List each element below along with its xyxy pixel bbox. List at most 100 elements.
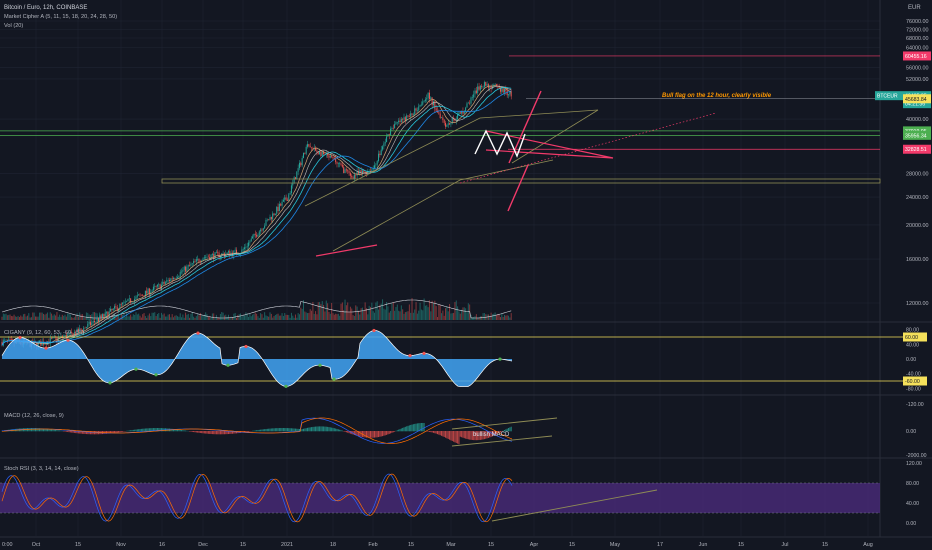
volume-bar bbox=[332, 313, 334, 320]
stoch-tick-label: 40.00 bbox=[906, 501, 919, 507]
volume-bar bbox=[14, 316, 16, 320]
volume-bar bbox=[156, 314, 158, 320]
time-tick-label: 2021 bbox=[281, 542, 293, 548]
macd-histogram-bar bbox=[118, 431, 120, 433]
macd-histogram-bar bbox=[410, 424, 412, 432]
candle-body bbox=[67, 334, 69, 339]
macd-histogram-bar bbox=[144, 428, 146, 432]
volume-bar bbox=[178, 316, 180, 320]
candle-body bbox=[406, 115, 408, 122]
macd-histogram-bar bbox=[323, 426, 325, 432]
macd-histogram-bar bbox=[469, 431, 471, 440]
candle-body bbox=[156, 284, 158, 287]
macd-histogram-bar bbox=[73, 431, 75, 433]
volume-bar bbox=[231, 317, 233, 320]
candle-body bbox=[504, 88, 505, 93]
candle-body bbox=[414, 108, 416, 115]
candle-body bbox=[127, 298, 129, 302]
volume-bar bbox=[170, 317, 172, 320]
time-axis[interactable]: 0:00 Oct 15 Nov 16 Dec 15 2021 18 Feb 15 Mar 15 Apr 15… bbox=[2, 542, 873, 548]
time-tick-label: Mar bbox=[446, 542, 455, 548]
candle-body bbox=[119, 303, 121, 309]
macd-histogram-bar bbox=[76, 431, 78, 434]
volume-bar bbox=[92, 312, 94, 320]
volume-bar bbox=[43, 313, 45, 320]
time-tick-label: Apr bbox=[530, 542, 539, 548]
macd-histogram-bar bbox=[412, 424, 414, 432]
volume-bar bbox=[163, 313, 165, 320]
volume-bar bbox=[352, 315, 354, 320]
volume-bar bbox=[202, 315, 204, 320]
candle-body bbox=[194, 261, 196, 262]
macd-histogram-bar bbox=[316, 426, 318, 432]
volume-bar bbox=[116, 314, 118, 320]
macd-histogram-bar bbox=[60, 430, 62, 432]
candle-body bbox=[345, 169, 347, 171]
volume-bar bbox=[24, 313, 26, 320]
candle-body bbox=[441, 117, 443, 119]
candle-body bbox=[65, 334, 67, 339]
macd-histogram-bar bbox=[479, 431, 481, 440]
stoch-k-line bbox=[1, 473, 513, 523]
volume-bar bbox=[375, 302, 377, 320]
cipher-cross-dot bbox=[44, 346, 48, 350]
candle-body bbox=[33, 341, 35, 345]
volume-bar bbox=[190, 313, 192, 320]
volume-bar bbox=[142, 314, 144, 320]
candle-body bbox=[155, 286, 157, 287]
candle-body bbox=[410, 113, 412, 117]
volume-bar bbox=[426, 305, 428, 320]
candle-body bbox=[311, 147, 313, 149]
candle-body bbox=[41, 341, 43, 346]
price-badges: 60455.16BTCEUR46465.8504:21:3645683.8437… bbox=[875, 51, 931, 154]
macd-histogram-bar bbox=[111, 431, 113, 434]
candle-body bbox=[471, 97, 473, 98]
volume-bar bbox=[328, 311, 330, 320]
candle-body bbox=[250, 238, 252, 242]
macd-histogram-bar bbox=[473, 431, 475, 441]
volume-bar bbox=[347, 302, 349, 320]
volume-bar bbox=[206, 314, 208, 320]
candle-body bbox=[380, 149, 382, 156]
macd-histogram-bar bbox=[246, 431, 248, 432]
macd-histogram-bar bbox=[261, 429, 263, 432]
macd-histogram-bar bbox=[432, 431, 434, 433]
macd-histogram-bar bbox=[489, 431, 491, 438]
macd-histogram-bar bbox=[466, 431, 468, 439]
macd-histogram-bar bbox=[72, 431, 74, 433]
candle-body bbox=[144, 290, 146, 297]
cipher-cross-dot bbox=[408, 354, 412, 358]
candle-body bbox=[89, 321, 91, 326]
candle-body bbox=[79, 328, 81, 333]
candle-body bbox=[357, 171, 359, 174]
macd-histogram-bar bbox=[173, 428, 175, 432]
volume-bar bbox=[77, 316, 79, 320]
candle-body bbox=[368, 171, 370, 172]
candle-body bbox=[181, 271, 183, 273]
moving-average-line bbox=[1, 87, 512, 346]
volume-bar bbox=[44, 314, 46, 320]
volume-bar bbox=[360, 308, 362, 320]
macd-histogram-bar bbox=[443, 431, 445, 438]
cipher-wave-line bbox=[1, 330, 513, 387]
candle-body bbox=[323, 151, 325, 155]
volume-bar bbox=[183, 317, 185, 320]
price-axis[interactable]: 76000.00 72000.00 68000.00 64000.00 56000.00… bbox=[906, 19, 928, 307]
candle-body bbox=[162, 281, 164, 285]
volume-bar bbox=[257, 316, 259, 320]
macd-histogram-bar bbox=[431, 431, 433, 433]
volume-bar bbox=[493, 313, 495, 320]
macd-histogram-bar bbox=[213, 431, 215, 435]
volume-bar bbox=[150, 316, 152, 320]
candle-body bbox=[222, 253, 224, 255]
macd-histogram-bar bbox=[430, 431, 432, 433]
macd-histogram-bar bbox=[461, 431, 463, 438]
macd-histogram-bar bbox=[214, 431, 216, 435]
candle-body bbox=[386, 136, 388, 143]
volume-bar bbox=[410, 312, 412, 320]
macd-histogram-bar bbox=[477, 431, 479, 441]
candle-body bbox=[45, 343, 47, 345]
volume-bar bbox=[348, 311, 350, 320]
candle-body bbox=[164, 282, 166, 284]
